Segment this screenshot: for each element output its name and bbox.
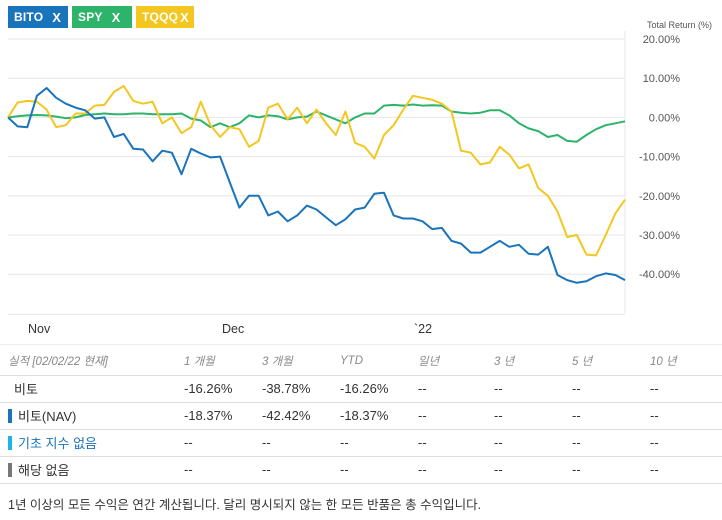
table-cell: --: [494, 402, 572, 430]
ticker-tag-spy: SPY X: [72, 6, 132, 28]
y-tick-label: -30.00%: [639, 230, 680, 242]
header-cell: 5 년: [572, 347, 650, 376]
header-cell: 3 개월: [262, 347, 340, 376]
footnote: 1년 이상의 모든 수익은 연간 계산됩니다. 달리 명시되지 않는 한 모든 …: [8, 498, 482, 512]
y-axis-title: Total Return (%): [647, 20, 712, 30]
header-cell: 일년: [418, 347, 494, 376]
table-cell: --: [650, 456, 722, 484]
table-cell: -42.42%: [262, 402, 340, 430]
ticker-tags: BITO X SPY X TQQQ X: [8, 6, 194, 28]
x-tick-label: Dec: [222, 322, 244, 336]
row-label-cell: 비토: [0, 375, 184, 403]
series-marker: [8, 435, 12, 450]
header-cell: 10 년: [650, 347, 722, 376]
y-tick-label: 10.00%: [643, 73, 681, 85]
table-cell: --: [572, 375, 650, 403]
table-row: 해당 없음 -- -- -- -- -- -- --: [0, 456, 722, 484]
ticker-tag-label: SPY: [78, 10, 103, 24]
close-icon[interactable]: X: [180, 9, 190, 25]
close-icon[interactable]: X: [111, 9, 121, 25]
row-label-cell: 기초 지수 없음: [0, 429, 184, 457]
index-link[interactable]: 기초 지수 없음: [18, 436, 97, 451]
table-row: 비토(NAV) -18.37% -42.42% -18.37% -- -- --…: [0, 402, 722, 430]
table-cell: --: [340, 429, 418, 457]
table-cell: --: [572, 456, 650, 484]
series-marker: [8, 462, 12, 477]
x-tick-label: Nov: [28, 322, 51, 336]
row-label: 비토: [14, 382, 38, 397]
table-row: 비토 -16.26% -38.78% -16.26% -- -- -- --: [0, 375, 722, 403]
table-cell: -18.37%: [184, 402, 262, 430]
table-cell: --: [340, 456, 418, 484]
header-cell: 3 년: [494, 347, 572, 376]
series-marker: [8, 408, 12, 423]
header-cell: 실적 [02/02/22 현재]: [0, 347, 184, 376]
table-row: 기초 지수 없음 -- -- -- -- -- -- --: [0, 429, 722, 457]
y-tick-label: 0.00%: [649, 112, 680, 124]
table-cell: --: [650, 429, 722, 457]
table-cell: --: [650, 375, 722, 403]
row-label: 해당 없음: [18, 463, 70, 478]
header-cell: 1 개월: [184, 347, 262, 376]
table-cell: --: [418, 375, 494, 403]
row-label-cell: 해당 없음: [0, 456, 184, 484]
table-cell: -16.26%: [184, 375, 262, 403]
close-icon[interactable]: X: [52, 9, 62, 25]
table-cell: --: [262, 456, 340, 484]
table-cell: -38.78%: [262, 375, 340, 403]
y-tick-label: -10.00%: [639, 152, 680, 164]
table-cell: --: [418, 402, 494, 430]
table-cell: --: [494, 429, 572, 457]
row-label-cell: 비토(NAV): [0, 402, 184, 430]
total-return-chart: 20.00% 10.00% 0.00% -10.00% -20.00% -30.00% -4…: [0, 20, 722, 345]
table-cell: --: [184, 429, 262, 457]
y-tick-label: -40.00%: [639, 269, 680, 281]
table-header-row: 실적 [02/02/22 현재] 1 개월 3 개월 YTD 일년 3 년 5 …: [0, 347, 722, 376]
ticker-tag-bito: BITO X: [8, 6, 68, 28]
table-cell: --: [262, 429, 340, 457]
table-cell: --: [494, 375, 572, 403]
table-cell: -16.26%: [340, 375, 418, 403]
table-cell: --: [418, 456, 494, 484]
table-cell: --: [418, 429, 494, 457]
ticker-tag-label: TQQQ: [142, 10, 179, 24]
header-cell: YTD: [340, 347, 418, 376]
series-line-bito: [7, 87, 626, 284]
x-tick-label: `22: [414, 322, 432, 336]
table-cell: --: [494, 456, 572, 484]
y-tick-label: -20.00%: [639, 191, 680, 203]
series-line-tqqq: [7, 85, 626, 257]
ticker-tag-label: BITO: [14, 10, 44, 24]
series-line-spy: [7, 103, 626, 143]
table-cell: --: [650, 402, 722, 430]
performance-table: 실적 [02/02/22 현재] 1 개월 3 개월 YTD 일년 3 년 5 …: [0, 347, 722, 484]
y-tick-label: 20.00%: [643, 34, 681, 46]
table-cell: --: [572, 429, 650, 457]
table-cell: --: [572, 402, 650, 430]
ticker-tag-tqqq: TQQQ X: [136, 6, 194, 28]
row-label: 비토(NAV): [18, 409, 77, 424]
table-cell: --: [184, 456, 262, 484]
table-cell: -18.37%: [340, 402, 418, 430]
